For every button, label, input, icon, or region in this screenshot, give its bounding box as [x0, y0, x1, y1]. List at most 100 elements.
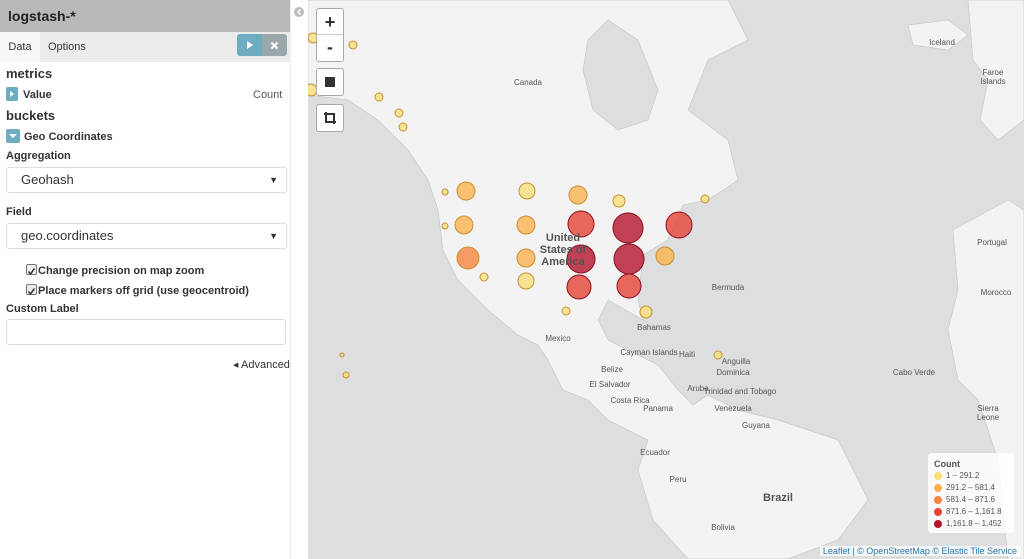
collapse-icon[interactable]: [291, 0, 309, 20]
fit-bounds-button[interactable]: [316, 104, 344, 132]
geohash-marker[interactable]: [568, 185, 588, 205]
geohash-marker[interactable]: [516, 248, 536, 268]
geohash-marker[interactable]: [639, 305, 653, 319]
map-label: El Salvador: [589, 380, 631, 389]
geohash-marker[interactable]: [616, 273, 642, 299]
zoom-in[interactable]: +: [317, 9, 343, 35]
legend: Count 1 – 291.2 291.2 – 581.4 581.4 – 871.…: [928, 453, 1014, 533]
metrics-heading: metrics: [6, 66, 53, 81]
map-label: Anguilla: [721, 357, 751, 366]
map-label: Bermuda: [711, 283, 745, 292]
bucket-label: Geo Coordinates: [24, 131, 113, 143]
map-label: Canada: [513, 78, 543, 87]
geohash-marker[interactable]: [700, 194, 710, 204]
legend-swatch: [934, 472, 942, 480]
geohash-marker[interactable]: [454, 215, 474, 235]
zoom-control: + -: [316, 8, 344, 62]
map-label: Iceland: [929, 38, 955, 47]
legend-label: 1 – 291.2: [946, 471, 980, 480]
map-label: Cabo Verde: [892, 368, 936, 377]
draw-rect-button[interactable]: [316, 68, 344, 96]
map-label: Bahamas: [637, 323, 671, 332]
title-bar: logstash-*: [0, 0, 290, 32]
field-label: Field: [6, 206, 32, 218]
geohash-marker[interactable]: [339, 352, 345, 358]
geohash-marker[interactable]: [613, 243, 645, 275]
map-label: Haiti: [678, 350, 696, 359]
map-label: Portugal: [977, 238, 1007, 247]
map-label: Bolivia: [711, 523, 735, 532]
discard-button[interactable]: [262, 34, 287, 56]
map-label: Venezuela: [714, 404, 752, 413]
play-icon: [247, 41, 253, 49]
sidebar: logstash-* Data Options metrics Value Co…: [0, 0, 290, 559]
tab-options[interactable]: Options: [48, 41, 86, 53]
geohash-marker[interactable]: [655, 246, 675, 266]
toggle[interactable]: [6, 87, 18, 101]
geohash-marker[interactable]: [456, 181, 476, 201]
index-pattern: logstash-*: [8, 8, 76, 24]
geohash-marker[interactable]: [566, 244, 596, 274]
legend-swatch: [934, 496, 942, 504]
geohash-marker[interactable]: [374, 92, 384, 102]
select-value: geo.coordinates: [21, 228, 114, 243]
advanced-caret: ◀: [233, 362, 239, 369]
advanced-link[interactable]: Advanced: [241, 359, 290, 371]
map-label: Belize: [601, 365, 623, 374]
tab-bar: Data Options: [0, 32, 290, 62]
map-label: Aruba: [687, 384, 709, 393]
map-label: Faroe Islands: [980, 68, 1006, 86]
map-label: Panama: [643, 404, 673, 413]
geohash-marker[interactable]: [516, 215, 536, 235]
geohash-marker[interactable]: [561, 306, 571, 316]
close-icon: [270, 41, 279, 50]
map-label: Mexico: [545, 334, 571, 343]
geohash-marker[interactable]: [398, 122, 408, 132]
legend-swatch: [934, 508, 942, 516]
legend-title: Count: [934, 459, 960, 469]
toggle[interactable]: [6, 129, 20, 143]
field-select[interactable]: geo.coordinates ▼: [6, 223, 287, 249]
legend-swatch: [934, 484, 942, 492]
geohash-marker[interactable]: [517, 272, 535, 290]
map-label: Dominica: [716, 368, 750, 377]
land: [308, 0, 1024, 559]
aggregation-select[interactable]: Geohash ▼: [6, 167, 287, 193]
geohash-marker[interactable]: [348, 40, 358, 50]
geohash-marker[interactable]: [342, 371, 350, 379]
geohash-marker[interactable]: [441, 188, 449, 196]
legend-swatch: [934, 520, 942, 528]
geohash-marker[interactable]: [394, 108, 404, 118]
zoom-out[interactable]: -: [327, 37, 333, 57]
tab-data[interactable]: Data: [0, 32, 40, 62]
checkbox[interactable]: [26, 264, 37, 276]
select-value: Geohash: [21, 172, 74, 187]
geohash-marker[interactable]: [612, 212, 644, 244]
checkbox[interactable]: [26, 284, 37, 296]
geohash-marker[interactable]: [518, 182, 536, 200]
geohash-marker[interactable]: [456, 246, 480, 270]
geohash-marker[interactable]: [612, 194, 626, 208]
legend-label: 291.2 – 581.4: [946, 483, 995, 492]
legend-label: 871.6 – 1,161.8: [946, 507, 1002, 516]
geohash-marker[interactable]: [567, 210, 595, 238]
attribution: Leaflet | © OpenStreetMap © Elastic Tile…: [819, 546, 1020, 556]
map-label: Trinidad and Tobago: [703, 387, 777, 396]
legend-label: 1,161.8 – 1,452: [946, 519, 1002, 528]
map-label: Brazil: [763, 492, 793, 504]
map-canvas: [308, 0, 1024, 559]
geohash-marker[interactable]: [441, 222, 449, 230]
checkbox-label: Place markers off grid (use geocentroid): [38, 285, 249, 297]
legend-label: 581.4 – 871.6: [946, 495, 995, 504]
geohash-marker[interactable]: [665, 211, 693, 239]
map[interactable]: + - Count 1 – 291.2 291.2 – 581.4 581.4 – …: [308, 0, 1024, 559]
apply-button[interactable]: [237, 34, 262, 56]
geohash-marker[interactable]: [479, 272, 489, 282]
map-label: Sierra Leone: [976, 404, 1000, 422]
custom-label-input[interactable]: [6, 319, 286, 345]
geohash-marker[interactable]: [713, 350, 723, 360]
geohash-marker[interactable]: [566, 274, 592, 300]
map-label: Morocco: [980, 288, 1012, 297]
map-label: Costa Rica: [610, 396, 650, 405]
